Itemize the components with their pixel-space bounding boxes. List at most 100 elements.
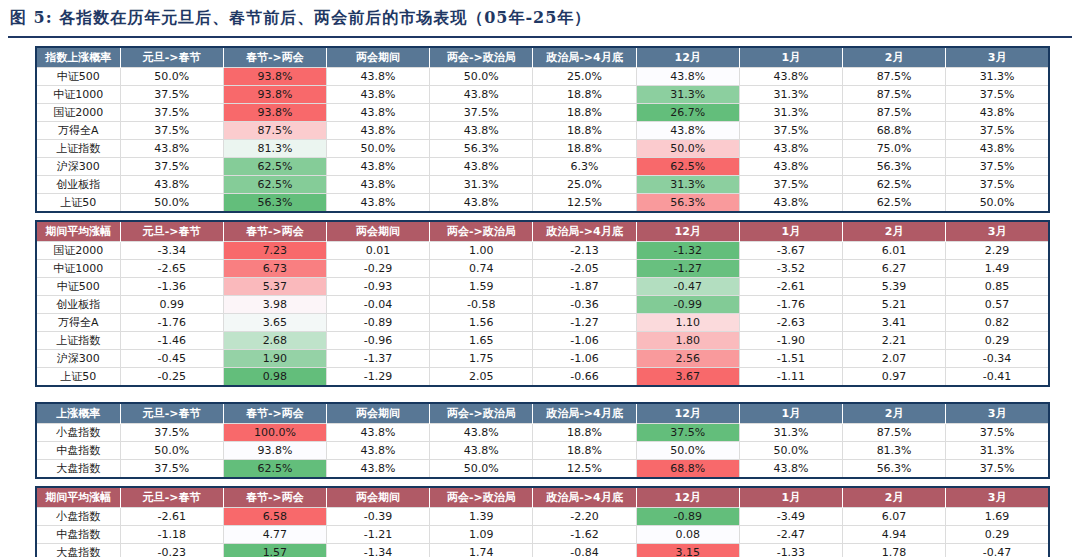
table-index-period-average-change: 期间平均涨幅元旦->春节春节->两会两会期间两会->政治局政治局->4月底12月…	[35, 220, 1050, 387]
column-header: 1月	[739, 487, 842, 508]
data-cell: 1.75	[430, 350, 533, 368]
row-label: 创业板指	[36, 176, 120, 194]
data-cell: 37.5%	[739, 122, 842, 140]
data-cell: -2.65	[120, 260, 223, 278]
column-header: 2月	[843, 47, 946, 68]
data-cell: -1.32	[636, 242, 739, 260]
table-row: 上证指数43.8%81.3%50.0%56.3%18.8%50.0%43.8%7…	[36, 140, 1049, 158]
data-cell: 87.5%	[843, 86, 946, 104]
data-cell: 87.5%	[843, 68, 946, 86]
data-cell: -0.45	[120, 350, 223, 368]
data-cell: 37.5%	[946, 176, 1049, 194]
row-label: 大盘指数	[36, 544, 120, 557]
table-row: 中证50050.0%93.8%43.8%50.0%25.0%43.8%43.8%…	[36, 68, 1049, 86]
data-cell: -1.06	[533, 332, 636, 350]
data-cell: 26.7%	[636, 104, 739, 122]
data-cell: 43.8%	[326, 194, 429, 213]
column-header: 3月	[946, 487, 1049, 508]
data-cell: 43.8%	[739, 460, 842, 479]
data-cell: -1.76	[120, 314, 223, 332]
data-cell: 62.5%	[843, 194, 946, 213]
data-cell: 100.0%	[223, 424, 326, 442]
data-cell: 37.5%	[430, 104, 533, 122]
data-cell: 1.90	[223, 350, 326, 368]
data-cell: 1.69	[946, 508, 1049, 526]
data-cell: 43.8%	[636, 68, 739, 86]
data-cell: 50.0%	[120, 68, 223, 86]
data-cell: 43.8%	[120, 140, 223, 158]
data-cell: 18.8%	[533, 122, 636, 140]
data-cell: 1.39	[430, 508, 533, 526]
data-cell: -3.49	[739, 508, 842, 526]
data-cell: -2.47	[739, 526, 842, 544]
data-cell: 31.3%	[739, 424, 842, 442]
data-cell: 37.5%	[120, 104, 223, 122]
data-cell: 37.5%	[120, 122, 223, 140]
data-cell: 87.5%	[843, 104, 946, 122]
data-cell: -0.93	[326, 278, 429, 296]
data-cell: 5.39	[843, 278, 946, 296]
row-label: 上证指数	[36, 140, 120, 158]
data-cell: 1.10	[636, 314, 739, 332]
data-cell: -0.58	[430, 296, 533, 314]
data-cell: 81.3%	[223, 140, 326, 158]
data-cell: 87.5%	[843, 424, 946, 442]
data-cell: 43.8%	[326, 122, 429, 140]
data-cell: 5.21	[843, 296, 946, 314]
data-cell: 43.8%	[739, 140, 842, 158]
data-cell: 31.3%	[636, 176, 739, 194]
data-cell: 37.5%	[946, 460, 1049, 479]
column-header: 3月	[946, 221, 1049, 242]
data-cell: 7.23	[223, 242, 326, 260]
data-cell: -1.06	[533, 350, 636, 368]
data-cell: 62.5%	[843, 176, 946, 194]
data-cell: 1.78	[843, 544, 946, 557]
data-cell: 50.0%	[326, 140, 429, 158]
data-cell: 1.09	[430, 526, 533, 544]
data-cell: 31.3%	[739, 86, 842, 104]
data-cell: 18.8%	[533, 86, 636, 104]
data-cell: 31.3%	[946, 68, 1049, 86]
table-row: 大盘指数37.5%62.5%43.8%50.0%12.5%68.8%43.8%5…	[36, 460, 1049, 479]
data-cell: -2.05	[533, 260, 636, 278]
table-row: 万得全A-1.763.65-0.891.56-1.271.10-2.633.41…	[36, 314, 1049, 332]
data-cell: 43.8%	[326, 176, 429, 194]
data-cell: 2.56	[636, 350, 739, 368]
data-cell: 0.01	[326, 242, 429, 260]
column-header: 3月	[946, 47, 1049, 68]
table-cap-rise-probability: 上涨概率元旦->春节春节->两会两会期间两会->政治局政治局->4月底12月1月…	[35, 402, 1050, 479]
table-cap-period-average-change: 期间平均涨幅元旦->春节春节->两会两会期间两会->政治局政治局->4月底12月…	[35, 486, 1050, 557]
data-cell: 0.08	[636, 526, 739, 544]
data-cell: 43.8%	[120, 176, 223, 194]
table-row: 中证500-1.365.37-0.931.59-1.87-0.47-2.615.…	[36, 278, 1049, 296]
column-header: 2月	[843, 403, 946, 424]
data-cell: 50.0%	[946, 194, 1049, 213]
data-cell: 0.74	[430, 260, 533, 278]
column-header: 两会->政治局	[430, 221, 533, 242]
tables-area: 指数上涨概率元旦->春节春节->两会两会期间两会->政治局政治局->4月底12月…	[35, 46, 1050, 557]
report-figure: 图 5: 各指数在历年元旦后、春节前后、两会前后的市场表现（05年-25年） 指…	[0, 0, 1080, 557]
data-cell: -1.90	[739, 332, 842, 350]
data-cell: 18.8%	[533, 104, 636, 122]
data-cell: 93.8%	[223, 68, 326, 86]
row-label: 中证500	[36, 278, 120, 296]
data-cell: -2.63	[739, 314, 842, 332]
row-label: 创业板指	[36, 296, 120, 314]
data-cell: 93.8%	[223, 104, 326, 122]
data-cell: 75.0%	[843, 140, 946, 158]
table-row: 万得全A37.5%87.5%43.8%43.8%18.8%43.8%37.5%6…	[36, 122, 1049, 140]
row-label: 中证500	[36, 68, 120, 86]
data-cell: 37.5%	[636, 424, 739, 442]
table-row: 上证5050.0%56.3%43.8%43.8%12.5%56.3%43.8%6…	[36, 194, 1049, 213]
data-cell: -1.34	[326, 544, 429, 557]
data-cell: 1.74	[430, 544, 533, 557]
data-cell: 37.5%	[946, 86, 1049, 104]
data-cell: 68.8%	[636, 460, 739, 479]
data-cell: 18.8%	[533, 140, 636, 158]
data-cell: 56.3%	[223, 194, 326, 213]
table-index-rise-probability: 指数上涨概率元旦->春节春节->两会两会期间两会->政治局政治局->4月底12月…	[35, 46, 1050, 213]
data-cell: 62.5%	[223, 176, 326, 194]
data-cell: 43.8%	[430, 86, 533, 104]
row-label: 万得全A	[36, 122, 120, 140]
data-cell: 2.07	[843, 350, 946, 368]
